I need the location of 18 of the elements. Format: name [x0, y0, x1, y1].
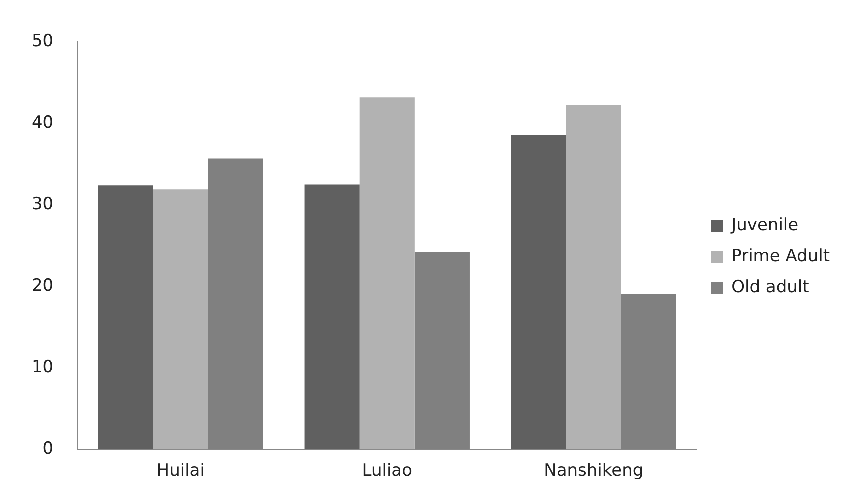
bar: [511, 135, 566, 450]
y-tick-label: 30: [32, 194, 54, 215]
x-tick-label: Huilai: [156, 461, 205, 482]
x-tick-label: Nanshikeng: [544, 461, 644, 482]
legend-label: Juvenile: [730, 215, 799, 236]
bar: [360, 98, 415, 450]
legend-label: Prime Adult: [732, 246, 830, 266]
y-tick-label: 20: [32, 276, 54, 296]
y-tick-label: 0: [42, 439, 54, 460]
bar: [153, 190, 208, 450]
bar: [98, 186, 154, 450]
bar: [304, 184, 360, 450]
y-tick-label: 50: [32, 32, 54, 52]
x-tick-label: Luliao: [362, 461, 412, 482]
legend-label: Old adult: [732, 277, 810, 298]
bar: [566, 104, 622, 450]
y-tick-label: 40: [32, 113, 54, 134]
y-tick-label: 10: [32, 358, 54, 378]
